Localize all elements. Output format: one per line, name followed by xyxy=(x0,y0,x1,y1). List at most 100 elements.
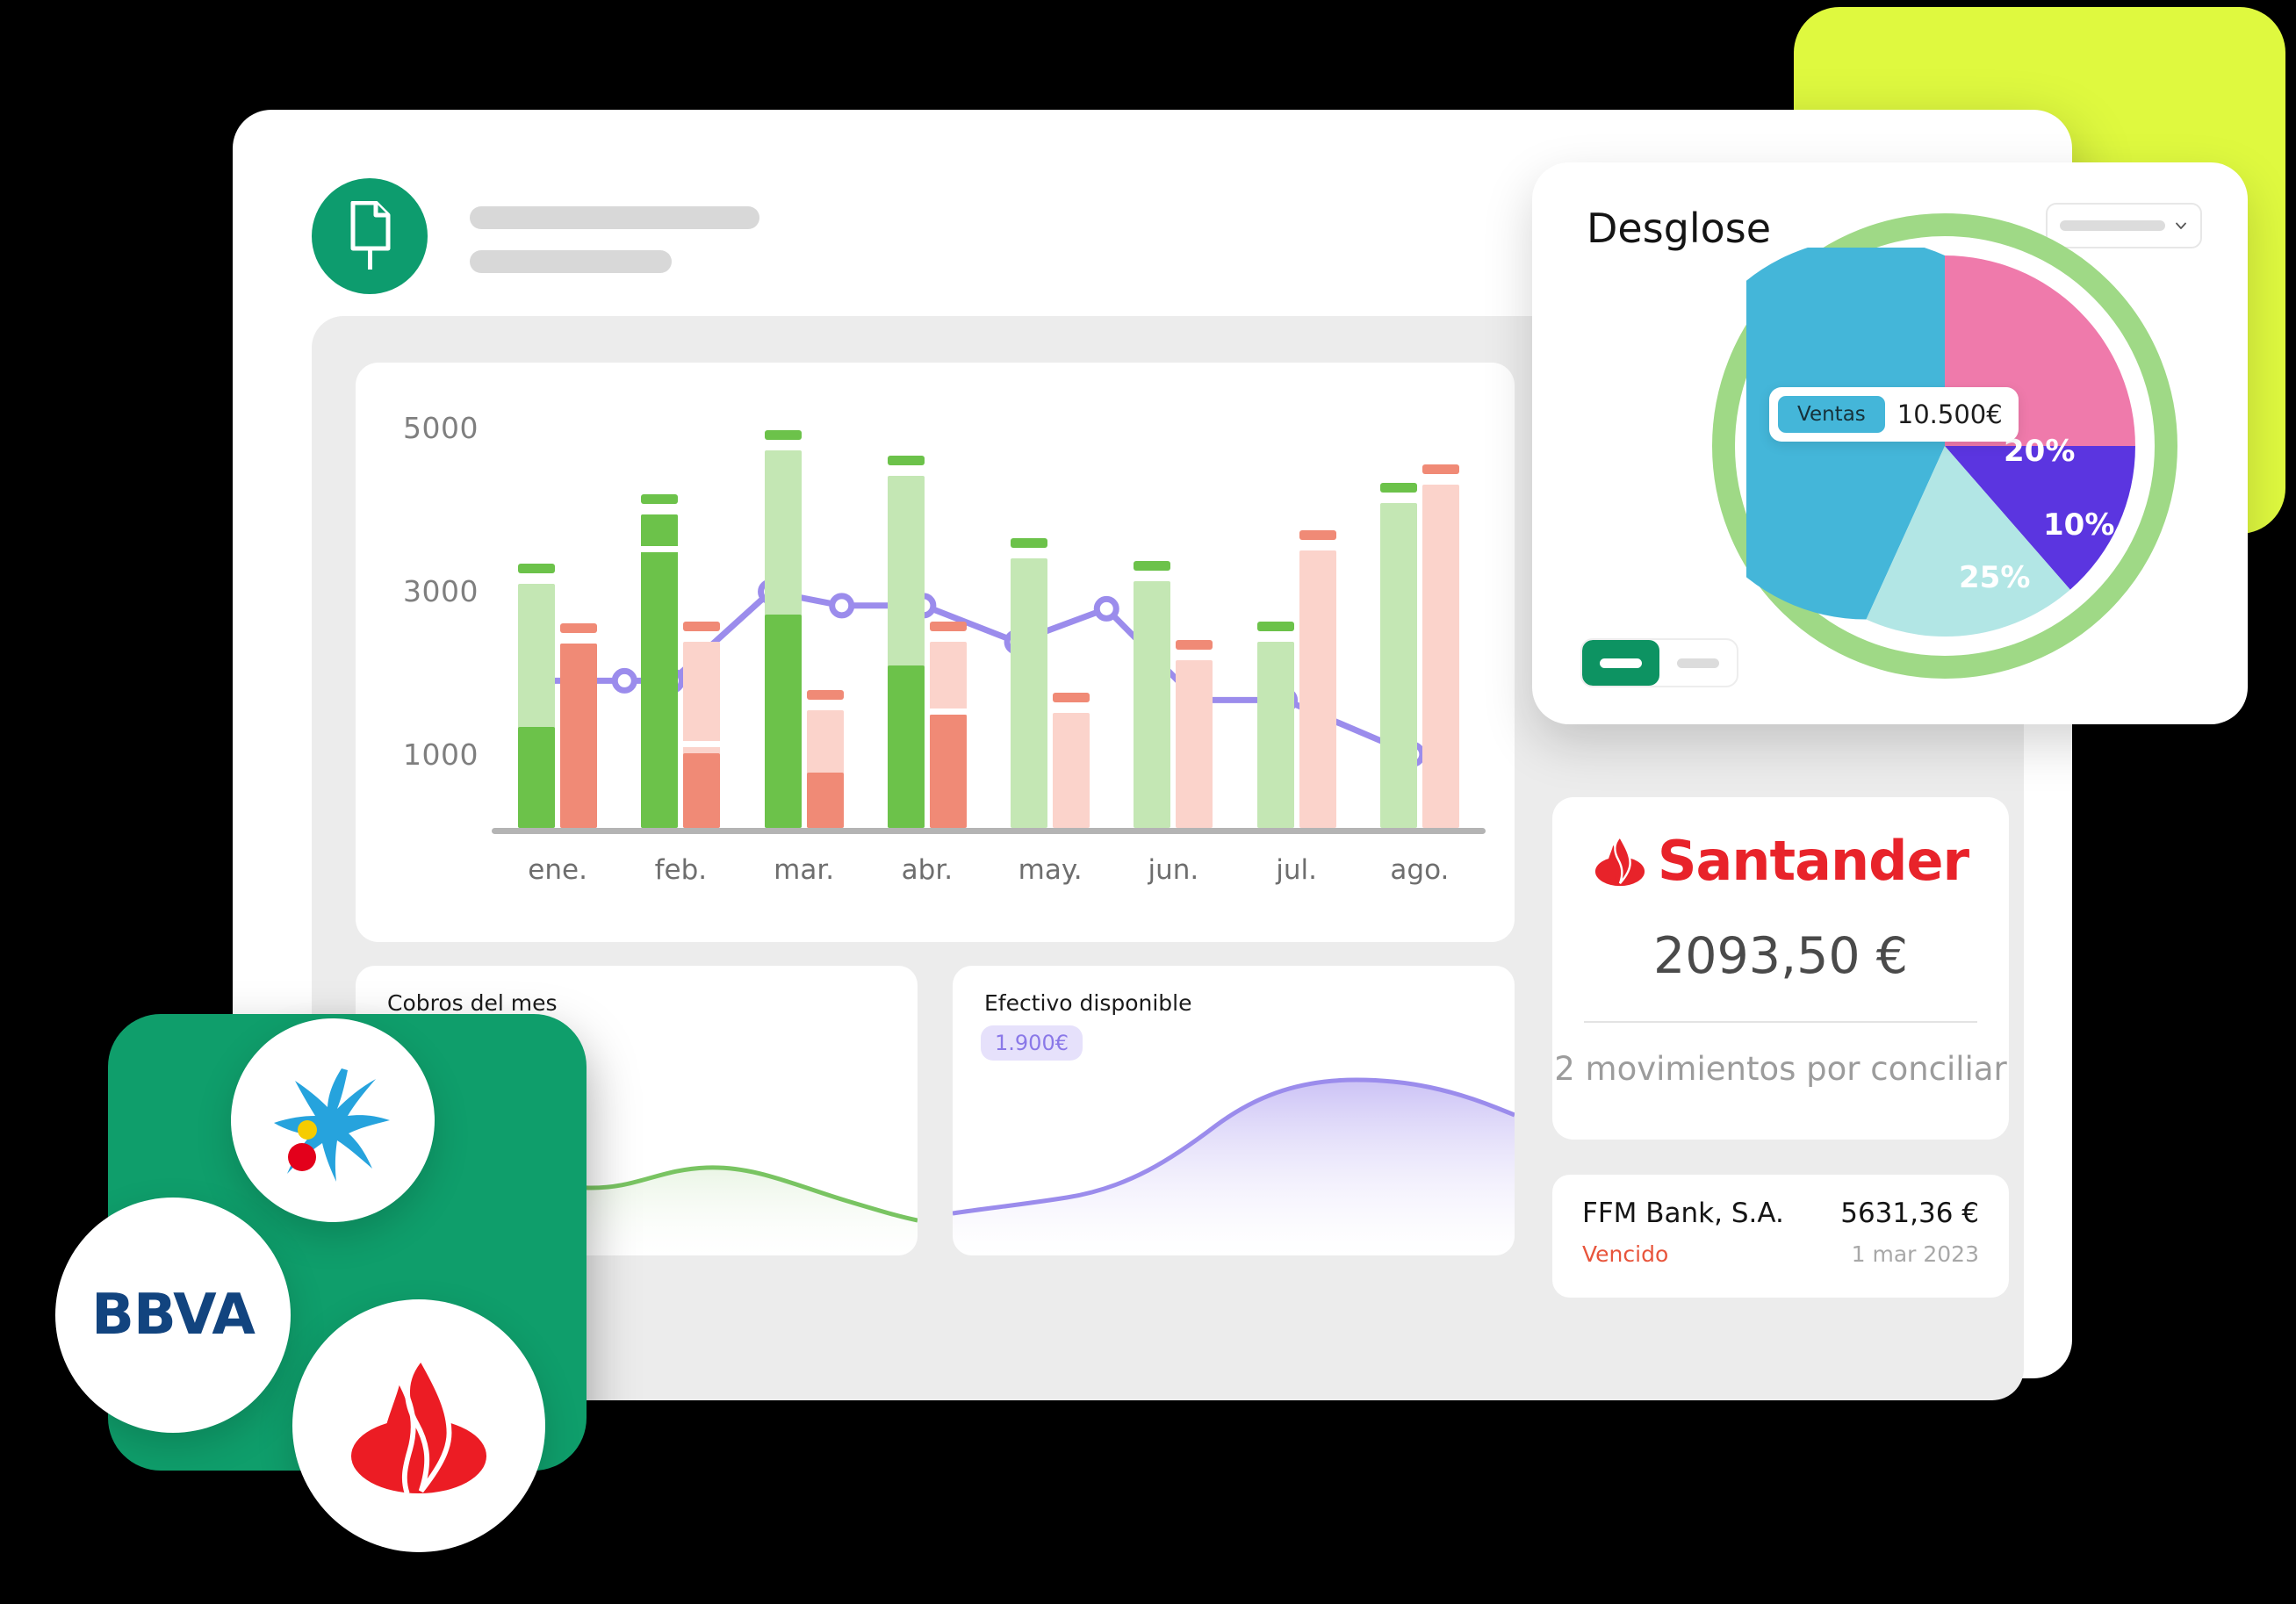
desglose-pie-chart[interactable]: 20% 10% 25% Ventas 10.500€ xyxy=(1712,213,2204,705)
bar-expense-total xyxy=(1053,713,1090,828)
brand-logo[interactable] xyxy=(312,178,428,294)
x-label-jul: jul. xyxy=(1276,854,1317,886)
bar-income-cap xyxy=(1256,622,1294,632)
bar-income-cap xyxy=(1134,561,1171,572)
bar-expense[interactable] xyxy=(929,394,967,828)
bar-expense-cap xyxy=(806,689,844,700)
pie-label-10: 10% xyxy=(2043,507,2115,543)
movement-top-row: FFM Bank, S.A. 5631,36 € xyxy=(1582,1198,1979,1229)
y-tick-5000: 5000 xyxy=(403,411,479,445)
desglose-title: Desglose xyxy=(1587,205,1772,252)
bar-expense-cap xyxy=(1422,464,1459,475)
movement-card[interactable]: FFM Bank, S.A. 5631,36 € Vencido 1 mar 2… xyxy=(1552,1175,2009,1298)
bar-expense[interactable] xyxy=(1176,394,1213,828)
santander-flame-icon xyxy=(1594,834,1645,886)
bar-group xyxy=(1134,394,1213,828)
line-point[interactable] xyxy=(1093,595,1119,622)
bar-expense[interactable] xyxy=(1299,394,1336,828)
bar-income[interactable] xyxy=(1379,394,1417,828)
badge-caixabank[interactable] xyxy=(231,1018,435,1222)
bar-group xyxy=(1011,394,1090,828)
bar-expense-cap xyxy=(1176,640,1213,651)
toggle-option-list-bar xyxy=(1677,658,1719,668)
bar-expense-cap xyxy=(560,623,598,634)
bar-income-total xyxy=(1256,642,1294,828)
santander-balance-card[interactable]: Santander 2093,50 € 2 movimientos por co… xyxy=(1552,797,2009,1140)
bar-plot-area xyxy=(496,394,1481,828)
santander-amount: 2093,50 € xyxy=(1652,927,1909,985)
pie-tooltip: Ventas 10.500€ xyxy=(1769,387,2019,442)
chart-inner: 5000 3000 1000 ene. feb. mar xyxy=(356,363,1515,942)
bbva-wordmark: BBVA xyxy=(91,1283,256,1348)
bar-expense-cap xyxy=(1053,693,1090,703)
bar-group xyxy=(764,394,844,828)
bar-income[interactable] xyxy=(1256,394,1294,828)
desglose-period-select[interactable] xyxy=(2046,203,2202,248)
santander-logo: Santander xyxy=(1552,829,2009,893)
bar-expense[interactable] xyxy=(806,394,844,828)
x-label-mar: mar. xyxy=(774,854,835,886)
desglose-view-toggle[interactable] xyxy=(1580,638,1738,687)
bar-income[interactable] xyxy=(1011,394,1048,828)
toggle-option-chart-bar xyxy=(1600,658,1642,668)
bar-income-cap xyxy=(1011,538,1048,549)
pie-tooltip-value: 10.500€ xyxy=(1897,399,2003,429)
x-axis-line xyxy=(492,828,1486,834)
bar-expense[interactable] xyxy=(683,394,721,828)
x-label-ago: ago. xyxy=(1390,854,1450,886)
movement-status-badge: Vencido xyxy=(1582,1241,1669,1267)
bar-income[interactable] xyxy=(887,394,925,828)
y-tick-3000: 3000 xyxy=(403,574,479,608)
bar-expense-actual xyxy=(560,644,598,828)
x-label-jun: jun. xyxy=(1148,854,1199,886)
santander-wordmark: Santander xyxy=(1657,829,1969,893)
x-label-may: may. xyxy=(1018,854,1083,886)
pie-slice-10 xyxy=(1945,446,2135,590)
app-header xyxy=(312,178,759,294)
line-point[interactable] xyxy=(611,667,637,694)
bar-income[interactable] xyxy=(641,394,679,828)
pie-label-20: 20% xyxy=(2004,434,2076,469)
bar-income-cap xyxy=(518,564,556,574)
efectivo-title: Efectivo disponible xyxy=(984,990,1192,1016)
efectivo-sparkline xyxy=(953,1077,1515,1255)
header-placeholder-lines xyxy=(470,199,759,273)
y-tick-1000: 1000 xyxy=(403,737,479,772)
bar-income-cap xyxy=(887,455,925,465)
bar-expense-actual xyxy=(683,753,721,828)
bar-income[interactable] xyxy=(518,394,556,828)
toggle-option-list[interactable] xyxy=(1659,640,1737,686)
bar-expense-total xyxy=(1176,660,1213,828)
bar-group xyxy=(518,394,598,828)
efectivo-badge: 1.900€ xyxy=(981,1025,1083,1061)
bar-income-total xyxy=(1379,502,1417,828)
bar-expense-cap xyxy=(929,622,967,632)
bar-income-total xyxy=(1011,558,1048,828)
toggle-option-chart[interactable] xyxy=(1582,640,1659,686)
bar-expense[interactable] xyxy=(1422,394,1459,828)
bar-expense[interactable] xyxy=(560,394,598,828)
bar-income[interactable] xyxy=(764,394,802,828)
bar-expense[interactable] xyxy=(1053,394,1090,828)
header-placeholder-line-2 xyxy=(470,250,672,273)
cobros-title: Cobros del mes xyxy=(387,990,558,1016)
efectivo-disponible-card[interactable]: Efectivo disponible 1.900€ xyxy=(953,966,1515,1255)
bar-income[interactable] xyxy=(1134,394,1171,828)
card-divider xyxy=(1584,1021,1977,1023)
x-axis-labels: ene. feb. mar. abr. may. jun. jul. ago. xyxy=(496,854,1481,886)
bar-group xyxy=(1256,394,1336,828)
bar-segment-divider xyxy=(929,708,967,716)
bar-income-cap xyxy=(1379,482,1417,493)
bar-segment-divider xyxy=(683,741,721,748)
chevron-down-icon xyxy=(2176,222,2186,229)
movement-bottom-row: Vencido 1 mar 2023 xyxy=(1582,1241,1979,1267)
desglose-card: Desglose 20% 10% 25% Vent xyxy=(1532,162,2248,724)
badge-santander[interactable] xyxy=(292,1299,545,1552)
bar-expense-cap xyxy=(1299,530,1336,541)
bar-income-cap xyxy=(764,430,802,441)
bar-expense-cap xyxy=(683,622,721,632)
x-label-feb: feb. xyxy=(654,854,708,886)
bar-expense-actual xyxy=(929,715,967,828)
badge-bbva[interactable]: BBVA xyxy=(55,1198,291,1433)
